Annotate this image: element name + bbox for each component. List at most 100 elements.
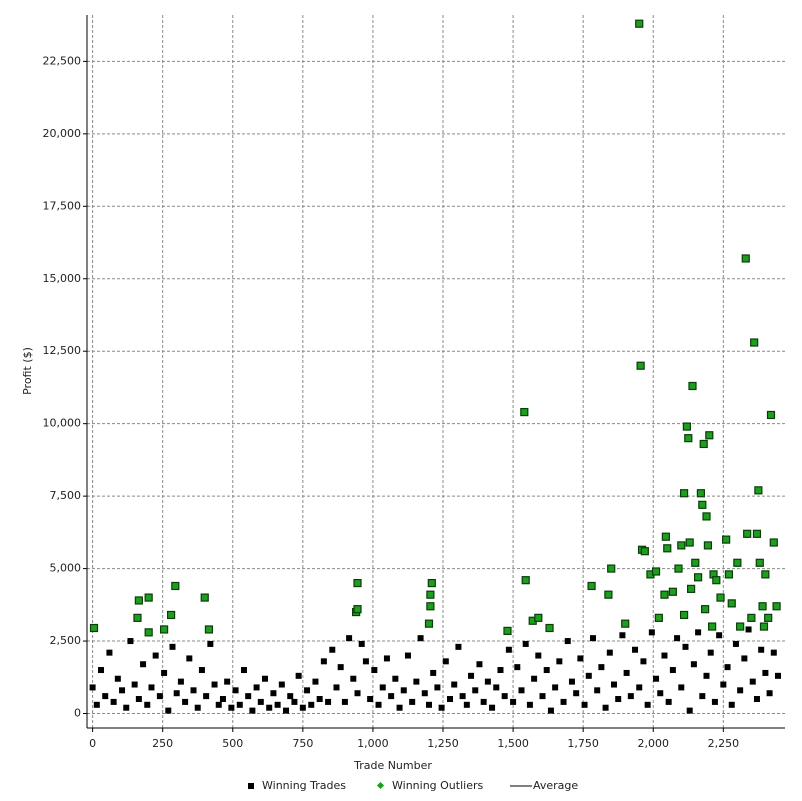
outlier-point	[694, 573, 703, 582]
trade-point	[703, 672, 710, 679]
trade-point	[720, 681, 727, 688]
outlier-point	[750, 338, 759, 347]
outlier-point	[640, 547, 649, 556]
trade-point	[745, 626, 752, 633]
trade-point	[640, 658, 647, 665]
trade-point	[480, 698, 487, 705]
trade-point	[379, 684, 386, 691]
trade-point	[770, 649, 777, 656]
outlier-point	[766, 410, 776, 420]
trade-point	[388, 693, 395, 700]
outlier-point	[661, 532, 670, 541]
trade-point	[627, 693, 634, 700]
outlier-point	[520, 407, 529, 417]
trade-point	[123, 704, 130, 711]
outlier-point	[682, 422, 691, 431]
trade-point	[636, 684, 643, 691]
outlier-point	[353, 605, 362, 614]
trade-point	[337, 664, 344, 671]
outlier-point	[727, 599, 736, 608]
outlier-point	[674, 564, 683, 573]
y-tick-label: 15,000	[43, 272, 82, 285]
y-tick-label: 20,000	[43, 127, 82, 140]
trade-point	[404, 652, 411, 659]
trade-point	[270, 690, 277, 697]
trade-point	[165, 707, 172, 714]
outlier-point	[679, 489, 689, 498]
trade-point	[371, 667, 378, 674]
trade-point	[135, 696, 142, 703]
outlier-point	[758, 602, 767, 611]
trade-point	[392, 675, 399, 682]
x-tick-label: 250	[152, 737, 173, 750]
outlier-point	[679, 610, 689, 620]
trade-point	[409, 698, 416, 705]
trade-point	[774, 672, 781, 679]
trade-point	[728, 701, 735, 708]
outlier-point	[133, 613, 142, 622]
outlier-point	[761, 570, 770, 579]
trade-point	[320, 658, 327, 665]
trade-point	[531, 675, 538, 682]
outlier-point	[696, 489, 706, 498]
trade-point	[442, 658, 449, 665]
outlier-point	[743, 529, 752, 538]
x-tick-label: 0	[89, 737, 96, 750]
outlier-point	[668, 587, 677, 596]
trade-point	[98, 667, 105, 674]
trade-point	[383, 655, 390, 662]
trade-point	[653, 675, 660, 682]
trade-point	[753, 696, 760, 703]
trade-point	[526, 701, 533, 708]
trade-point	[497, 667, 504, 674]
outlier-point	[636, 361, 645, 370]
trade-point	[682, 643, 689, 650]
trade-point	[493, 684, 500, 691]
trade-point	[341, 698, 348, 705]
outlier-point	[134, 596, 143, 605]
trade-point	[127, 638, 134, 645]
trade-point	[468, 672, 475, 679]
outlier-point	[705, 431, 714, 440]
trade-point	[707, 649, 714, 656]
trade-point	[224, 678, 231, 685]
trade-point	[484, 678, 491, 685]
outlier-point	[663, 544, 672, 553]
trade-point	[236, 701, 243, 708]
outlier-point	[772, 602, 781, 611]
trade-point	[539, 693, 546, 700]
trade-point	[547, 707, 554, 714]
outlier-point	[200, 593, 209, 602]
x-tick-label: 2,250	[708, 737, 740, 750]
outlier-point	[635, 19, 644, 28]
outlier-point	[660, 590, 669, 599]
trade-point	[299, 704, 306, 711]
outlier-point	[747, 613, 756, 622]
legend-marker	[376, 781, 385, 790]
y-tick-label: 2,500	[50, 634, 82, 647]
trade-point	[425, 701, 432, 708]
legend-label: Average	[533, 779, 578, 792]
y-tick-label: 5,000	[50, 562, 82, 575]
trade-point	[413, 678, 420, 685]
trade-point	[552, 684, 559, 691]
x-tick-label: 1,750	[567, 737, 599, 750]
trade-point	[762, 669, 769, 676]
trade-point	[711, 698, 718, 705]
trade-point	[194, 704, 201, 711]
legend-label: Winning Trades	[262, 779, 346, 792]
outlier-point	[587, 581, 596, 591]
outlier-point	[677, 541, 686, 550]
y-tick-label: 7,500	[50, 489, 82, 502]
trade-point	[619, 632, 626, 639]
trade-point	[648, 629, 655, 636]
trade-point	[568, 678, 575, 685]
x-axis-label: Trade Number	[353, 759, 432, 772]
trade-point	[430, 669, 437, 676]
outlier-point	[426, 602, 435, 611]
trade-point	[131, 681, 138, 688]
outlier-point	[353, 578, 362, 588]
trade-point	[375, 701, 382, 708]
outlier-point	[754, 486, 763, 495]
trade-point	[140, 661, 147, 668]
